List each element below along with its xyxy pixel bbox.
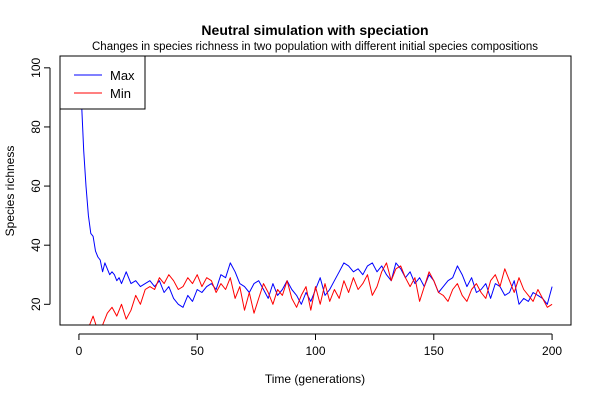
legend: Max Min	[59, 55, 146, 110]
y-axis-label: Species richness	[3, 146, 17, 237]
series-layer	[78, 67, 553, 325]
series-line-max	[78, 67, 553, 308]
y-tick-label: 20	[29, 297, 43, 311]
legend-label-max: Max	[110, 68, 135, 83]
legend-box	[59, 55, 146, 110]
x-tick-label: 0	[76, 344, 83, 358]
x-tick-label: 100	[305, 344, 325, 358]
y-tick-label: 60	[29, 179, 43, 193]
y-tick-label: 40	[29, 238, 43, 252]
x-tick-label: 50	[191, 344, 205, 358]
x-axis: 0 50 100 150 200	[76, 333, 562, 358]
y-tick-label: 100	[29, 57, 43, 77]
chart-subtitle: Changes in species richness in two popul…	[92, 41, 538, 53]
x-axis-label: Time (generations)	[265, 372, 365, 386]
x-tick-label: 200	[542, 344, 562, 358]
series-line-min	[89, 262, 553, 325]
chart-title: Neutral simulation with speciation	[201, 22, 428, 38]
x-tick-label: 150	[424, 344, 444, 358]
y-axis: 20 40 60 80 100	[29, 57, 51, 311]
plot-frame	[59, 55, 572, 326]
legend-label-min: Min	[110, 86, 131, 101]
y-tick-label: 80	[29, 120, 43, 134]
